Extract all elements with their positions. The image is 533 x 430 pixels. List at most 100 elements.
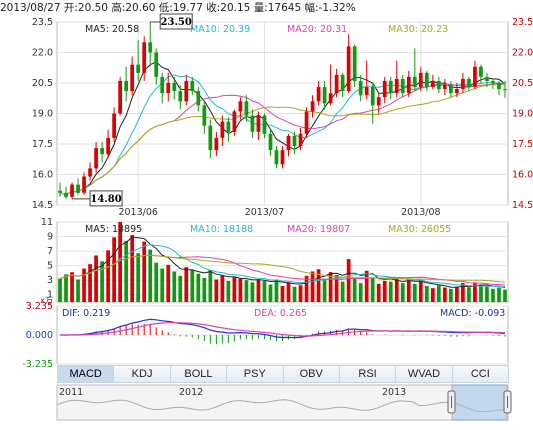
volume-bar [106,250,110,302]
volume-ma30-line [59,254,506,283]
open-label: 开: [63,2,78,14]
volume-bar [112,237,116,302]
candle-body [256,115,261,132]
candle-body [76,184,80,193]
candlestick [418,66,423,92]
min-price-annotation-label: 14.80 [90,194,121,205]
volume-tick: 9 [47,232,53,243]
navigator-right-handle[interactable] [503,390,512,414]
volume-bar [274,279,279,302]
volume-bar [58,278,62,302]
volume-bar [322,278,327,302]
candlestick [352,44,357,88]
high-label: 高: [111,2,126,14]
tab-macd[interactable]: MACD [58,366,115,382]
candle-body [280,150,285,165]
volume-tick: 7 [47,246,53,257]
price-legend-ma30: MA30: 20.23 [388,24,448,35]
candle-body [286,135,291,151]
candlestick [322,80,327,110]
candlestick [310,95,315,118]
candle-body [142,42,147,73]
candle-body [172,83,177,92]
volume-bar [190,270,195,302]
indicator-tabs: MACD KDJ BOLL PSY OBV RSI WVAD CCI [57,365,509,383]
candlestick [214,131,219,157]
candlestick [292,131,297,155]
volume-bar [449,288,453,302]
tab-boll[interactable]: BOLL [171,366,228,382]
ma30-line [59,83,506,196]
candlestick [424,70,429,92]
candlestick [436,76,441,94]
navigator-year-label: 2012 [179,387,203,398]
volume-bar [220,275,225,302]
candlestick [100,141,104,163]
max-price-annotation-label: 23.50 [161,17,192,28]
price-tick-left: 23.5 [32,17,53,28]
candlestick [154,48,159,86]
candle-body [124,80,129,92]
tab-cci[interactable]: CCI [470,368,490,380]
candle-body [310,101,315,112]
candlestick [491,78,495,90]
navigator-left-handle[interactable] [447,390,456,414]
candle-body [244,101,249,116]
candlestick [262,113,267,138]
macd-tick: -3.235 [22,359,53,370]
volume-unit-label: x万 [40,296,53,305]
candlestick [94,141,98,173]
candlestick [136,40,141,81]
change-label: 幅: [304,2,319,14]
price-legend-ma10: MA10: 20.39 [190,24,250,35]
tab-rsi[interactable]: RSI [340,366,397,382]
candlestick [382,76,387,104]
volume-bar [497,287,501,302]
dea-line [60,321,506,337]
candlestick [406,70,411,98]
volume-bar [184,267,189,302]
candlestick [298,127,303,151]
candlestick [461,72,465,94]
candle-body [64,192,68,197]
high-value: 20.60 [125,2,156,14]
macd-tick: 3.235 [26,301,53,312]
price-tick-right: 17.5 [512,139,533,150]
volume-bar [491,288,495,302]
volume-bar [214,279,219,302]
candle-body [382,80,387,98]
volume-bar [76,279,80,302]
candlestick [232,109,237,136]
candle-body [364,87,369,96]
candlestick [358,74,363,102]
tab-psy[interactable]: PSY [227,366,284,382]
candlestick [118,76,123,116]
candlestick [64,186,68,199]
volume-bar [328,272,333,302]
candlestick [220,115,225,147]
candle-body [88,168,92,177]
volume-bar [154,262,159,302]
candlestick [346,34,351,94]
candlestick [76,178,80,195]
candle-body [232,111,237,132]
volume-bar [455,286,459,302]
candle-body [316,87,321,102]
candlestick [394,60,399,98]
tab-wvad[interactable]: WVAD [396,366,453,382]
volume-bar [292,286,297,302]
ma5-line [59,61,506,196]
volume-legend-ma30: MA30: 26055 [388,224,451,235]
volume-ma10-line [59,244,506,288]
tab-kdj[interactable]: KDJ [114,366,171,382]
candlestick [244,95,249,122]
tab-obv[interactable]: OBV [284,366,340,382]
volume-bar [412,283,417,302]
volume-bar [256,279,261,302]
candle-body [58,190,62,193]
volume-bar [160,268,165,302]
volume-bar [388,281,393,302]
candle-body [82,176,86,193]
volume-bar [400,283,405,302]
volume-legend-ma20: MA20: 19807 [287,224,350,235]
